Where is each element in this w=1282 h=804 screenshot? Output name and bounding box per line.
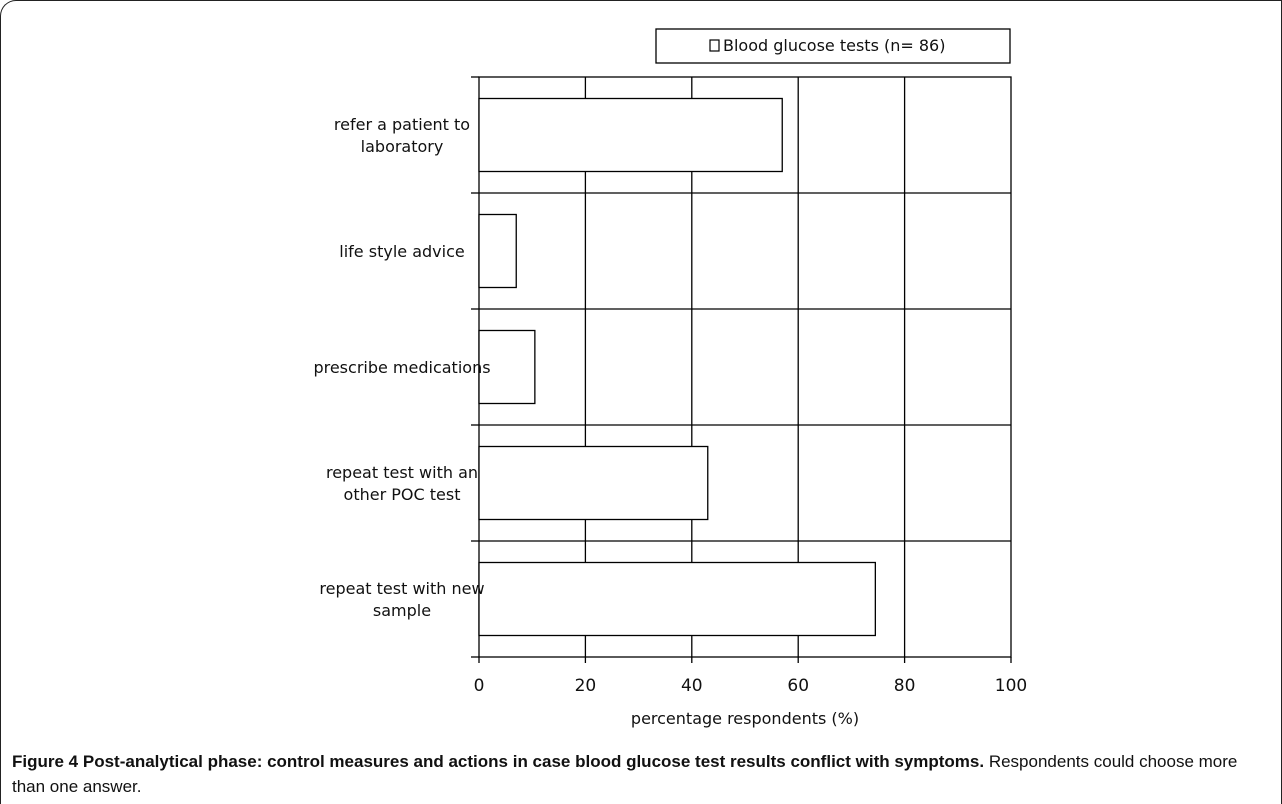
- bar-2: [478, 329, 536, 405]
- category-label: repeat test with an: [326, 463, 478, 482]
- legend-label: Blood glucose tests (n= 86): [723, 36, 945, 55]
- bar-chart: refer a patient to laboratory life style a…: [313, 28, 1027, 728]
- category-label: refer a patient to: [334, 115, 470, 134]
- category-label: laboratory: [361, 137, 444, 156]
- x-axis-label: percentage respondents (%): [631, 709, 859, 728]
- legend-swatch: [709, 39, 720, 52]
- category-label: repeat test with new: [319, 579, 484, 598]
- category-label: sample: [373, 601, 431, 620]
- x-tick-label: 20: [575, 676, 597, 696]
- category-label: life style advice: [339, 242, 464, 261]
- caption-text: Respondents could choose more than one a…: [12, 752, 1238, 796]
- bar-0: [478, 97, 783, 173]
- x-tick-label: 60: [787, 676, 809, 696]
- x-tick-label: 0: [474, 676, 485, 696]
- category-label: prescribe medications: [313, 358, 490, 377]
- bar-3: [478, 445, 709, 521]
- bar-4: [478, 561, 876, 637]
- caption-title: Post-analytical phase: control measures …: [82, 752, 985, 771]
- figure-caption: Figure 4 Post-analytical phase: control …: [12, 749, 1272, 799]
- x-tick-label: 40: [681, 676, 703, 696]
- caption-label: Figure 4: [12, 752, 79, 771]
- category-label: other POC test: [344, 485, 461, 504]
- x-tick-label: 80: [894, 676, 916, 696]
- x-tick-label: 100: [995, 676, 1027, 696]
- bar-1: [478, 213, 517, 289]
